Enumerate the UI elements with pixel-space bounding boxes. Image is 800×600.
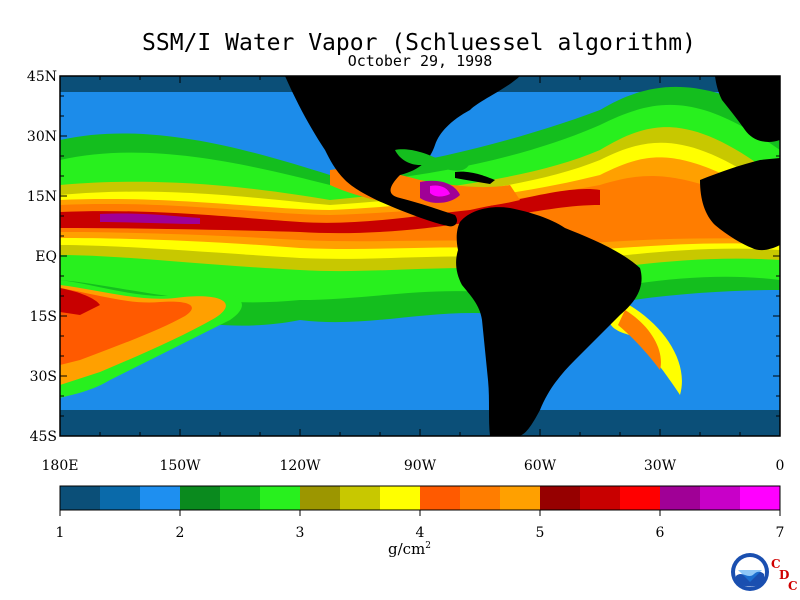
latitude-labels: 45N 30N 15N EQ 15S 30S 45S	[27, 69, 57, 445]
lon-label: 0	[776, 458, 785, 474]
colorbar-swatch	[340, 486, 381, 510]
map-title: SSM/I Water Vapor (Schluessel algorithm)	[142, 30, 696, 56]
colorbar-swatch	[220, 486, 261, 510]
colorbar-swatch	[620, 486, 661, 510]
lat-label: EQ	[35, 249, 57, 265]
colorbar-swatch	[580, 486, 621, 510]
colorbar-swatch	[260, 486, 301, 510]
colorbar-units: g/cm2	[388, 540, 432, 558]
colorbar-swatch	[540, 486, 581, 510]
lon-label: 180E	[42, 458, 79, 474]
longitude-labels: 180E 150W 120W 90W 60W 30W 0	[42, 458, 785, 474]
colorbar-swatch	[500, 486, 541, 510]
colorbar-tick-label: 4	[416, 525, 425, 541]
cdc-letter-1: C	[771, 557, 781, 571]
lat-label: 15N	[27, 189, 57, 205]
lon-label: 30W	[644, 458, 677, 474]
lat-label: 45S	[30, 429, 57, 445]
lat-label: 30S	[30, 369, 57, 385]
cdc-letter-2: D	[779, 568, 790, 582]
colorbar-swatch	[180, 486, 221, 510]
lon-label: 150W	[159, 458, 201, 474]
colorbar-swatch	[380, 486, 421, 510]
lon-label: 60W	[524, 458, 557, 474]
colorbar-tick-label: 7	[776, 525, 785, 541]
colorbar-swatch	[740, 486, 781, 510]
colorbar-tick-label: 3	[296, 525, 305, 541]
colorbar-tick-label: 6	[656, 525, 665, 541]
lon-label: 90W	[404, 458, 437, 474]
water-vapor-field	[60, 76, 780, 436]
colorbar-swatch	[100, 486, 141, 510]
cdc-letter-3: C	[788, 579, 798, 593]
colorbar-tick-labels: 1 2 3 4 5 6 7	[56, 510, 785, 541]
colorbar-tick-label: 2	[176, 525, 185, 541]
noaa-logo-icon	[731, 553, 769, 591]
colorbar-swatch	[420, 486, 461, 510]
colorbar-swatch	[300, 486, 341, 510]
colorbar-swatch	[460, 486, 501, 510]
colorbar-swatch	[660, 486, 701, 510]
colorbar	[60, 486, 781, 510]
colorbar-swatch	[60, 486, 101, 510]
colorbar-swatch	[140, 486, 181, 510]
colorbar-tick-label: 1	[56, 525, 65, 541]
lon-label: 120W	[279, 458, 321, 474]
colorbar-tick-label: 5	[536, 525, 545, 541]
lat-label: 30N	[27, 129, 57, 145]
map-date: October 29, 1998	[347, 52, 493, 70]
axis-ticks	[59, 75, 781, 437]
colorbar-swatch	[700, 486, 741, 510]
lat-label: 15S	[30, 309, 57, 325]
lat-label: 45N	[27, 69, 57, 85]
